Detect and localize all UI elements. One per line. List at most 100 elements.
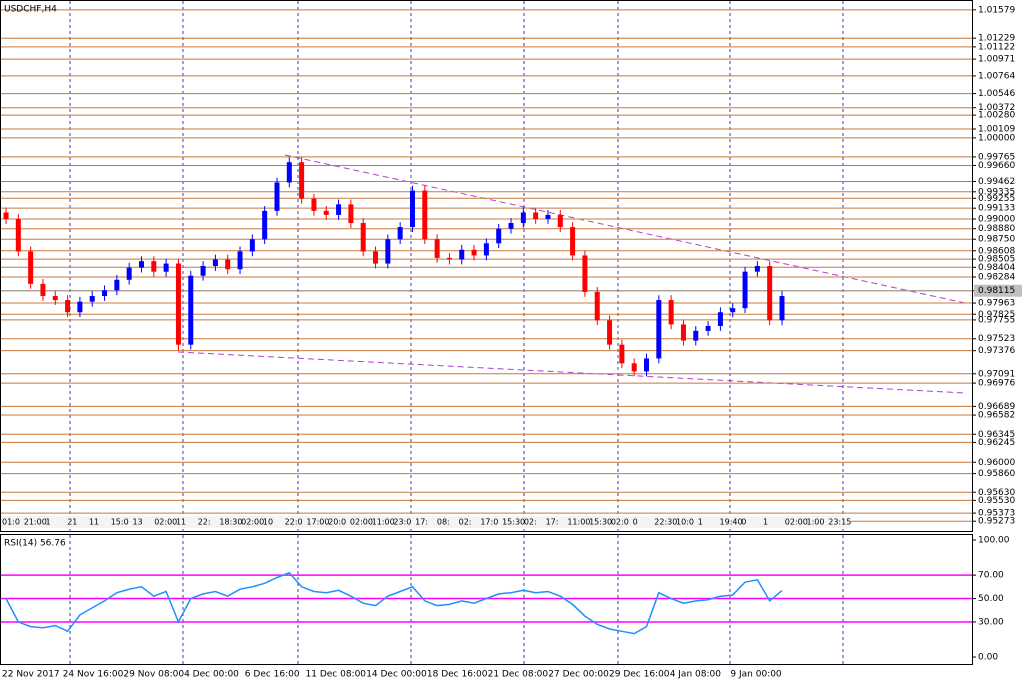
time-mark: 22:30 [654,518,677,527]
price-label: 1.00000 [978,133,1015,143]
price-label: 0.99133 [978,204,1015,214]
time-mark: 02:00 [350,518,373,527]
price-label: 0.97963 [978,299,1015,309]
rsi-label: RSI(14) 56.76 [4,539,66,549]
candle-body [471,249,477,256]
time-mark: 22:0 [285,518,303,527]
time-mark: 02:00 [785,518,808,527]
candle-body [274,182,280,211]
price-label: 0.96582 [978,411,1015,421]
price-label: 0.97523 [978,334,1015,344]
time-mark: 11:00 [567,518,590,527]
price-label: 0.99462 [978,177,1015,187]
price-label: 0.96976 [978,379,1015,389]
candle-body [779,296,785,321]
price-label: 1.00546 [978,89,1015,99]
candle-body [348,204,354,224]
time-mark: 13 [132,518,142,527]
candle-body [286,162,292,183]
time-mark: 10 [263,518,273,527]
candle-body [582,255,588,292]
time-mark: 02:00 [241,518,264,527]
date-label: 29 Dec 16:00 [609,670,670,680]
price-label: 0.97755 [978,315,1015,325]
candle-body [15,218,21,252]
time-mark: 02:0 [611,518,629,527]
price-label: 0.96345 [978,430,1015,440]
candle-body [422,190,428,240]
rsi-tick-label: 50.00 [978,594,1004,604]
time-mark: 15:0 [111,518,129,527]
candle-body [65,300,71,313]
price-label: 1.00280 [978,111,1015,121]
price-label: 0.95860 [978,469,1015,479]
time-mark: 02:00 [154,518,177,527]
time-mark: 17: [546,518,559,527]
price-label: 0.96245 [978,438,1015,448]
price-label: 0.99765 [978,152,1015,162]
candle-body [397,227,403,240]
price-label: 0.98505 [978,255,1015,265]
candle-body [200,266,206,276]
time-mark: 11 [176,518,186,527]
date-label: 9 Jan 00:00 [730,670,782,680]
candle-body [508,223,514,229]
time-mark: 08: [437,518,450,527]
price-label: 1.00109 [978,125,1015,135]
time-mark: 10:0 [676,518,694,527]
price-label: 0.97376 [978,346,1015,356]
date-label: 18 Dec 16:00 [427,670,488,680]
candle-body [163,263,169,272]
candle-body [151,261,157,272]
date-label: 22 Nov 2017 [2,670,60,680]
candle-body [705,326,711,331]
candle-body [28,251,34,284]
candle-body [212,259,218,266]
price-label: 1.01122 [978,42,1015,52]
time-mark: 15:30 [502,518,525,527]
candle-body [570,227,576,256]
time-mark: 21:00 [24,518,47,527]
date-label: 14 Dec 00:00 [366,670,427,680]
candle-body [336,204,342,215]
price-label: 0.98880 [978,224,1015,234]
time-mark: 20:0 [328,518,346,527]
date-label: 11 Dec 08:00 [306,670,367,680]
price-label: 1.01229 [978,34,1015,44]
time-strip [1,516,851,528]
price-label: 0.95373 [978,509,1015,519]
time-mark: 1:00 [807,518,825,527]
candle-body [225,259,231,270]
rsi-tick-label: 100.00 [978,536,1010,546]
candle-body [138,261,144,268]
time-mark: 1 [763,518,768,527]
rsi-tick-label: 0.00 [978,653,998,663]
price-label: 1.00372 [978,103,1015,113]
date-label: 29 Nov 08:00 [123,670,184,680]
price-label: 0.95273 [978,517,1015,527]
time-mark: 17:00 [306,518,329,527]
price-label: 0.96689 [978,402,1015,412]
candle-body [680,324,686,341]
time-mark: 1 [45,518,50,527]
candle-body [373,251,379,264]
candle-body [644,358,650,372]
price-label: 0.98750 [978,235,1015,245]
candle-body [89,296,95,302]
rsi-tick-label: 70.00 [978,571,1004,581]
candle-body [52,296,58,301]
price-label: 1.00764 [978,71,1015,81]
candle-body [631,363,637,372]
candle-body [126,267,132,280]
time-mark: 23:15 [828,518,851,527]
time-mark: 15:30 [589,518,612,527]
candle-body [385,239,391,264]
time-mark: 17:0 [480,518,498,527]
time-mark: 21 [67,518,77,527]
candle-body [693,330,699,341]
candle-body [483,243,489,256]
time-mark: 0 [633,518,638,527]
candle-body [717,312,723,327]
current-price-label: 0.98115 [978,286,1015,296]
price-label: 0.97091 [978,369,1015,379]
